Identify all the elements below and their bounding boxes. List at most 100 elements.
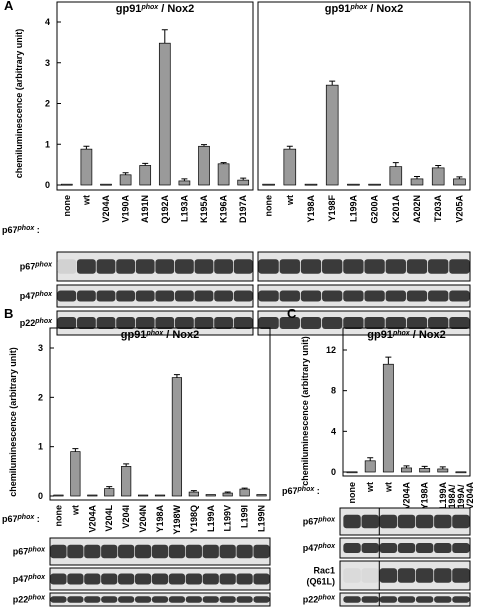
blot-band bbox=[155, 317, 175, 329]
blot-label-name: p47 bbox=[303, 543, 319, 553]
x-tick-label: L199A bbox=[348, 195, 358, 223]
blot-band bbox=[343, 317, 364, 329]
blot-band bbox=[185, 596, 202, 603]
blot-band bbox=[135, 317, 155, 329]
error-bar bbox=[414, 175, 420, 179]
blot-band bbox=[428, 290, 449, 302]
blot-band bbox=[343, 290, 364, 302]
blot-band bbox=[219, 544, 236, 559]
blot-band bbox=[361, 568, 379, 583]
chart-title: gp91phox / Nox2 bbox=[367, 329, 446, 341]
blot-label-sup: phox bbox=[27, 574, 46, 581]
blot-band bbox=[118, 573, 135, 585]
blot-band bbox=[449, 259, 470, 274]
blot-label: p67phox bbox=[13, 546, 46, 557]
y-tick-label: 1 bbox=[38, 442, 43, 452]
blot-band bbox=[343, 514, 361, 529]
bar bbox=[171, 377, 183, 497]
blot-label-sup: phox bbox=[317, 543, 336, 550]
bar bbox=[239, 488, 250, 497]
plot-frame bbox=[342, 327, 471, 477]
x-tick-label: Y198A/ L199A/ V204A bbox=[447, 482, 475, 515]
error-bar bbox=[201, 144, 207, 147]
error-bar bbox=[106, 486, 113, 489]
chart-title-part: phox bbox=[392, 330, 411, 337]
x-tick-line: Y198A/ bbox=[447, 482, 457, 515]
x-tick-label: V204A bbox=[402, 482, 412, 510]
blot-band bbox=[135, 259, 155, 274]
blot-band bbox=[168, 544, 186, 559]
bar bbox=[368, 183, 381, 186]
blot-band bbox=[322, 290, 343, 302]
blot-band bbox=[385, 317, 406, 329]
blot-band bbox=[57, 290, 77, 302]
blot-band bbox=[101, 573, 118, 585]
bar bbox=[419, 468, 431, 473]
lane-label-part: phox bbox=[17, 514, 36, 521]
lane-label-part: : bbox=[34, 514, 40, 524]
x-tick-label: Q192A bbox=[160, 195, 170, 224]
y-axis-label: chemiluminescence (arbitrary unit) bbox=[8, 347, 18, 497]
blot-band bbox=[202, 544, 219, 559]
blot-label: p22phox bbox=[13, 594, 46, 605]
blot-band bbox=[151, 573, 169, 585]
x-tick-label: L199A bbox=[206, 505, 216, 533]
bar bbox=[154, 494, 166, 497]
blot-band bbox=[449, 317, 470, 329]
x-tick-label: V204I bbox=[121, 505, 131, 529]
lane-label-part: phox bbox=[297, 486, 316, 493]
blot-label-sup: phox bbox=[317, 516, 336, 523]
blot-band bbox=[406, 317, 428, 329]
bar bbox=[121, 466, 132, 497]
x-tick-label: D197A bbox=[238, 195, 248, 224]
blot-band bbox=[185, 544, 202, 559]
blot-label: p47phox bbox=[303, 543, 336, 554]
blot-band bbox=[258, 290, 279, 302]
blot-band bbox=[452, 543, 470, 553]
error-bar bbox=[439, 466, 446, 469]
blot-label: Rac1 bbox=[313, 566, 335, 576]
blot-band bbox=[168, 596, 186, 603]
error-bar bbox=[367, 457, 374, 461]
bar bbox=[104, 488, 115, 497]
blot-label-sup: phox bbox=[34, 318, 53, 325]
chart-title-part: / Nox2 bbox=[410, 329, 446, 341]
blot-label-sup: phox bbox=[34, 261, 53, 268]
blot-band bbox=[385, 290, 406, 302]
error-bar bbox=[190, 490, 197, 493]
bar bbox=[53, 494, 64, 497]
x-tick-label: T203A bbox=[433, 195, 443, 223]
error-bar bbox=[173, 374, 180, 378]
blot-band bbox=[118, 596, 135, 603]
bar bbox=[410, 178, 424, 186]
blot-band bbox=[379, 568, 398, 583]
blot-band bbox=[84, 544, 101, 559]
blot-band bbox=[67, 544, 84, 559]
bar bbox=[158, 42, 171, 186]
blot-band bbox=[434, 568, 452, 583]
plot-frame bbox=[257, 1, 471, 191]
blot-label-name: p47 bbox=[20, 291, 36, 301]
blot-label-sup: phox bbox=[27, 546, 46, 553]
lane-label: p67phox : bbox=[2, 514, 40, 525]
blot-band bbox=[57, 317, 77, 329]
error-bar bbox=[123, 463, 130, 467]
blot-band bbox=[379, 596, 398, 603]
blot-band bbox=[361, 514, 379, 529]
blot-band bbox=[406, 259, 428, 274]
bar bbox=[222, 492, 233, 497]
blot-label-name: p22 bbox=[303, 595, 319, 605]
blot-band bbox=[397, 568, 416, 583]
error-bar bbox=[142, 162, 149, 166]
bar bbox=[205, 494, 216, 497]
blot-band bbox=[428, 317, 449, 329]
blot-band bbox=[434, 514, 452, 529]
error-bar bbox=[220, 162, 227, 164]
blot-band bbox=[233, 290, 253, 302]
blot-band bbox=[322, 317, 343, 329]
blot-band bbox=[134, 596, 152, 603]
x-tick-label: Y198A bbox=[420, 482, 430, 510]
blot-label-sup: phox bbox=[317, 594, 336, 601]
x-tick-label: L193A bbox=[179, 195, 189, 223]
